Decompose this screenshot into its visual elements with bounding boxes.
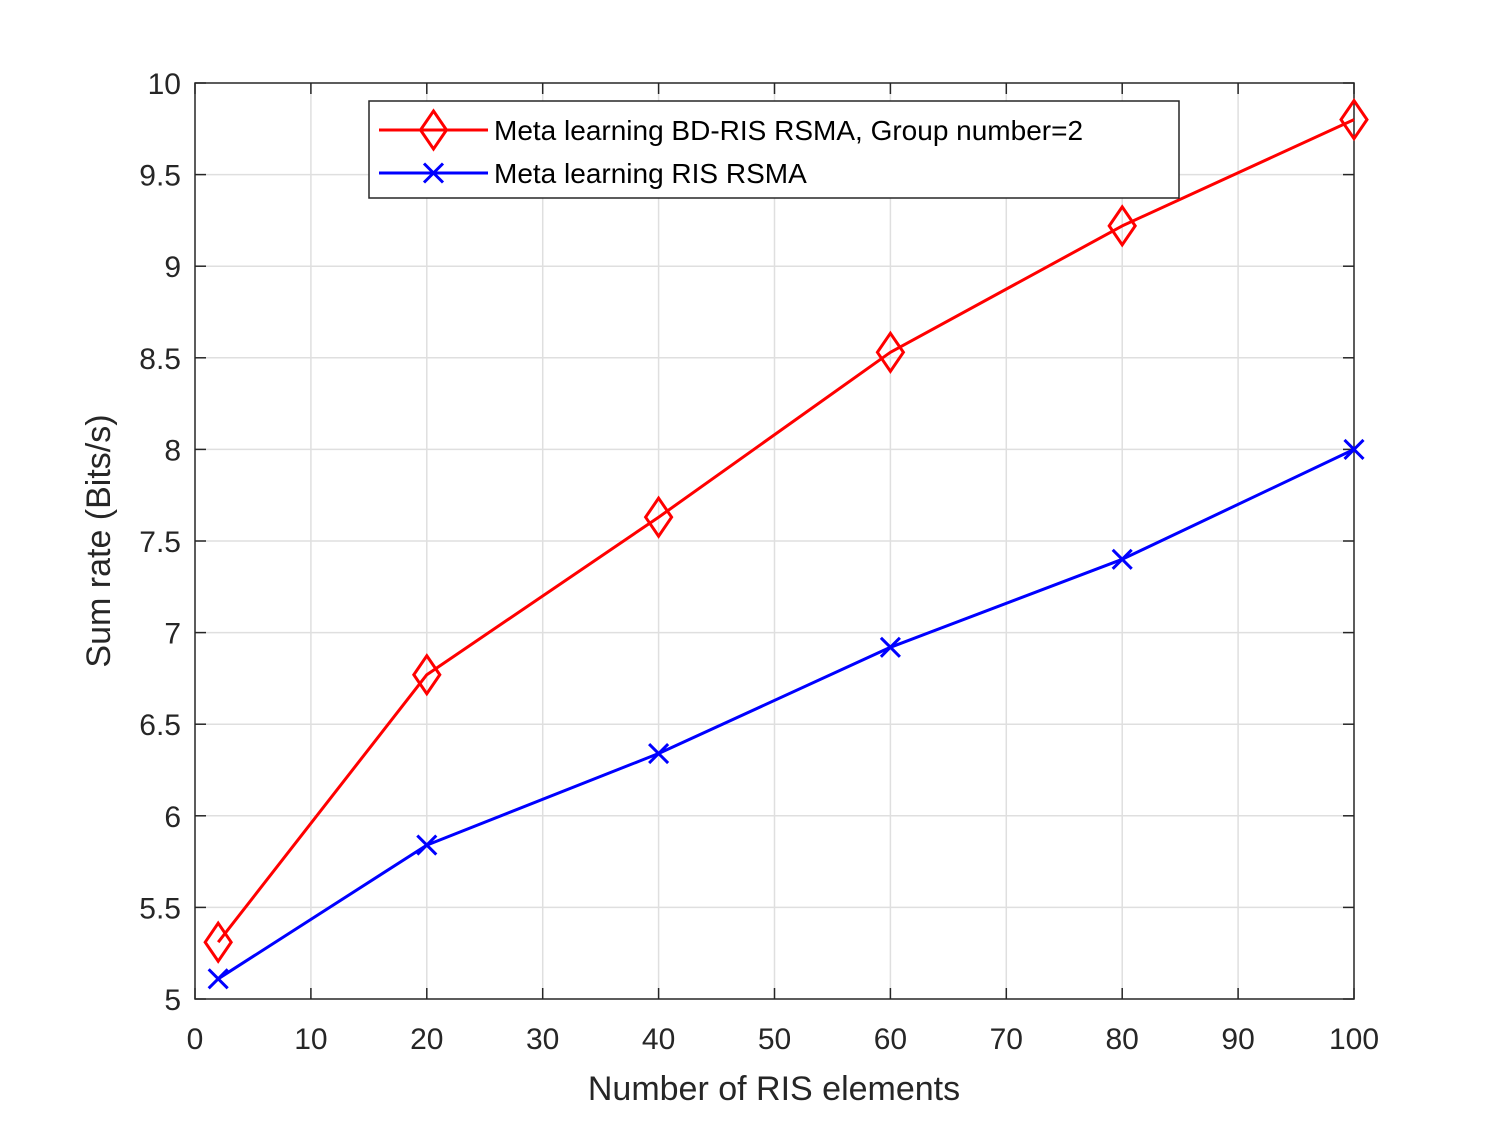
data-point-x: [648, 742, 670, 765]
x-tick-label: 50: [758, 1023, 791, 1056]
series-line: [217, 118, 1355, 944]
data-point-diamond: [1339, 97, 1369, 142]
legend-box: [368, 100, 1180, 199]
x-tick-label: 100: [1329, 1023, 1379, 1056]
series: [203, 97, 1369, 990]
x-tick-label: 0: [187, 1023, 204, 1056]
series-1: [203, 97, 1369, 964]
x-tick-label: 70: [990, 1023, 1023, 1056]
x-tick-labels: 0 10 20 30 40 50 60 70 80 90 100: [187, 1023, 1379, 1056]
y-tick-label: 8.5: [139, 343, 181, 376]
legend-marker-x-icon: [422, 162, 445, 184]
y-tick-label: 9.5: [139, 160, 181, 193]
x-tick-label: 40: [642, 1023, 675, 1056]
x-tick-label: 80: [1106, 1023, 1139, 1056]
y-tick-labels: 5 5.5 6 6.5 7 7.5 8 8.5 9 9.5 10: [139, 68, 181, 1017]
y-tick-label: 8: [164, 434, 181, 467]
legend-label-series-1: Meta learning BD-RIS RSMA, Group number=…: [494, 115, 1083, 146]
x-tick-label: 20: [410, 1023, 443, 1056]
legend-label-series-2: Meta learning RIS RSMA: [494, 158, 807, 189]
y-tick-label: 7: [164, 618, 181, 651]
y-tick-label: 7.5: [139, 526, 181, 559]
x-tick-label: 10: [294, 1023, 327, 1056]
plot-frame: [194, 82, 1355, 1000]
y-axis-title: Sum rate (Bits/s): [80, 414, 118, 667]
x-tick-label: 60: [874, 1023, 907, 1056]
series-2: [207, 438, 1365, 990]
data-point-diamond: [411, 653, 442, 697]
x-tick-label: 90: [1221, 1023, 1254, 1056]
x-tick-label: 30: [526, 1023, 559, 1056]
data-point-diamond: [643, 495, 674, 539]
data-point-x: [207, 968, 229, 990]
data-point-x: [1343, 438, 1365, 460]
x-axis-title: Number of RIS elements: [588, 1070, 960, 1108]
data-point-diamond: [1107, 204, 1138, 248]
legend-marker-diamond-icon: [418, 108, 449, 152]
data-point-x: [879, 636, 901, 658]
legend: Meta learning BD-RIS RSMA, Group number=…: [368, 100, 1180, 199]
series-line: [217, 448, 1355, 981]
y-tick-label: 9: [164, 251, 181, 284]
y-tick-label: 5.5: [139, 892, 181, 925]
data-point-x: [1111, 548, 1133, 570]
data-point-diamond: [203, 920, 233, 964]
y-tick-label: 5: [164, 984, 181, 1017]
y-tick-label: 10: [148, 68, 181, 101]
y-tick-label: 6: [164, 801, 181, 834]
y-tick-label: 6.5: [139, 709, 181, 742]
data-point-x: [416, 834, 438, 856]
data-point-diamond: [875, 330, 906, 374]
grid-lines: [195, 83, 1354, 999]
